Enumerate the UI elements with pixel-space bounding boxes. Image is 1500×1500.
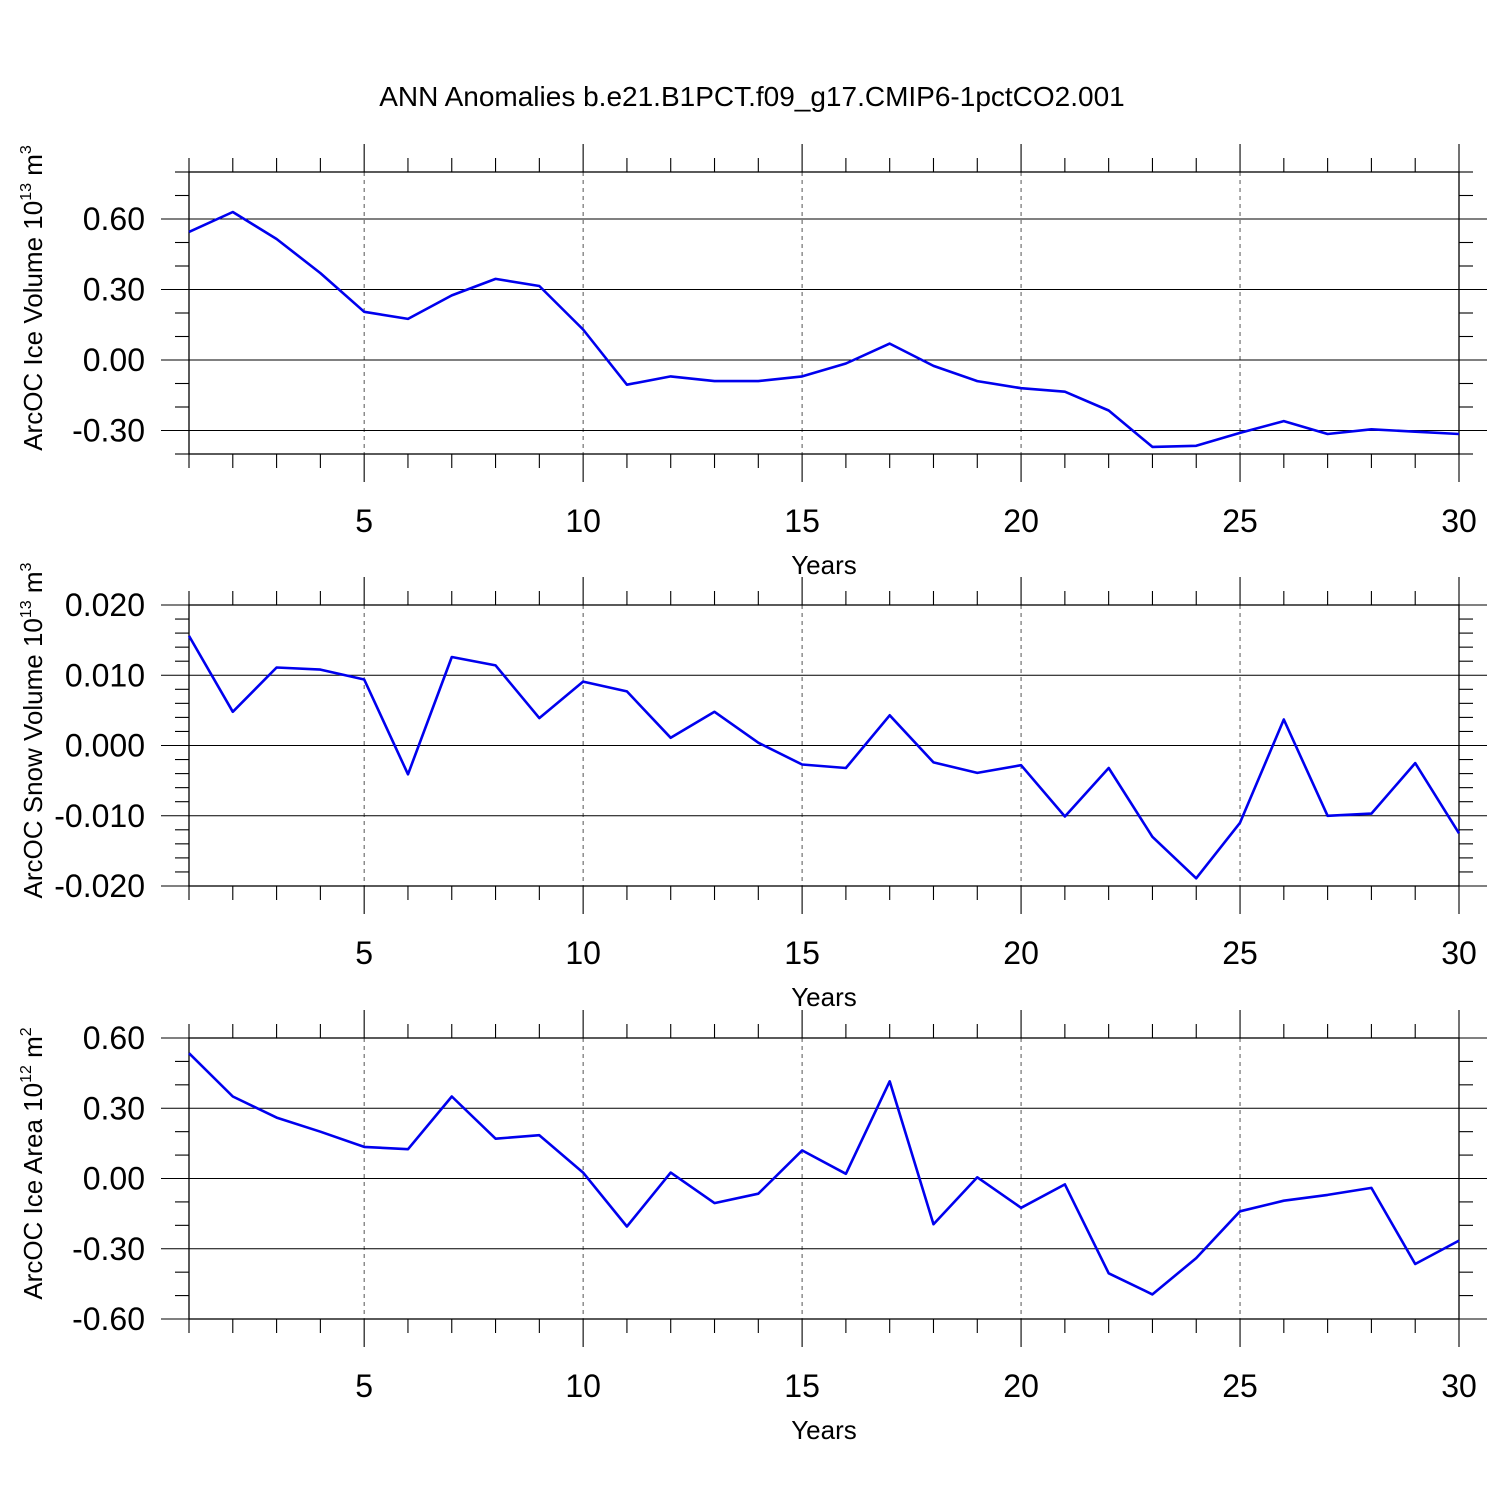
x-axis-title: Years [791,550,857,580]
x-tick-label: 15 [784,935,820,971]
y-axis-title-text: ArcOC Ice Volume 10 [18,201,48,451]
plot-frame [188,1037,1460,1320]
chart-panel-1: 5 10 15 20 25 30 -0.30 0.00 0.30 0.60 Years ArcOC I… [18,144,1487,580]
y-axis-title-superscript: 12 [18,1065,35,1083]
x-tick-label: 20 [1003,1368,1039,1404]
y-tick-label: 0.00 [83,342,145,378]
y-axis-title-text: m [18,154,48,183]
x-tick-label: 25 [1222,1368,1258,1404]
x-tick-label: 5 [355,935,373,971]
x-tick-label: 10 [565,503,601,539]
y-tick-label: 0.00 [83,1161,145,1197]
y-tick-label: 0.30 [83,1090,145,1126]
series-line [188,210,1460,449]
x-tick-label: 30 [1441,935,1477,971]
y-tick-label: 0.60 [83,1020,145,1056]
y-axis-title-text: ArcOC Snow Volume 10 [18,618,48,898]
x-tick-label: 10 [565,1368,601,1404]
x-tick-label: 30 [1441,503,1477,539]
y-tick-label: 0.010 [65,657,145,693]
x-tick-label: 20 [1003,503,1039,539]
y-tick-label: -0.60 [72,1301,145,1337]
y-tick-label: -0.010 [54,798,145,834]
x-tick-label: 15 [784,503,820,539]
x-tick-label: 25 [1222,935,1258,971]
x-tick-label: 30 [1441,1368,1477,1404]
x-tick-label: 5 [355,1368,373,1404]
x-tick-label: 20 [1003,935,1039,971]
y-axis-title-superscript: 13 [18,600,35,618]
x-tick-label: 15 [784,1368,820,1404]
plot-frame [188,604,1460,887]
x-tick-label: 10 [565,935,601,971]
y-axis-title-superscript: 13 [18,183,35,201]
y-axis-title: ArcOC Ice Volume 1013 m3 [18,145,48,451]
y-axis-title-superscript: 3 [18,562,35,571]
y-axis-title: ArcOC Snow Volume 1013 m3 [18,562,48,898]
y-tick-label: -0.020 [54,868,145,904]
main-title: ANN Anomalies b.e21.B1PCT.f09_g17.CMIP6-… [379,81,1125,112]
y-tick-label: 0.30 [83,272,145,308]
y-tick-label: 0.60 [83,201,145,237]
series-line [188,1052,1460,1296]
y-axis-title: ArcOC Ice Area 1012 m2 [18,1027,48,1299]
plot-frame [188,171,1460,455]
x-axis-title: Years [791,982,857,1012]
chart-panel-3: 5 10 15 20 25 30 -0.60 -0.30 0.00 0.30 0.60 Years Ar… [18,1010,1487,1445]
y-axis-title-text: ArcOC Ice Area 10 [18,1083,48,1300]
y-axis-title-text: m [18,1036,48,1065]
x-tick-label: 5 [355,503,373,539]
y-tick-label: 0.000 [65,728,145,764]
series-line [187,635,1461,880]
x-tick-label: 25 [1222,503,1258,539]
x-axis-title: Years [791,1415,857,1445]
y-axis-title-superscript: 3 [18,145,35,154]
y-axis-title-superscript: 2 [18,1027,35,1036]
y-tick-label: 0.020 [65,587,145,623]
y-tick-label: -0.30 [72,413,145,449]
y-axis-title-text: m [18,571,48,600]
y-tick-label: -0.30 [72,1231,145,1267]
chart-panel-2: 5 10 15 20 25 30 -0.020 -0.010 0.000 0.010 0.020 Ye… [18,562,1487,1012]
